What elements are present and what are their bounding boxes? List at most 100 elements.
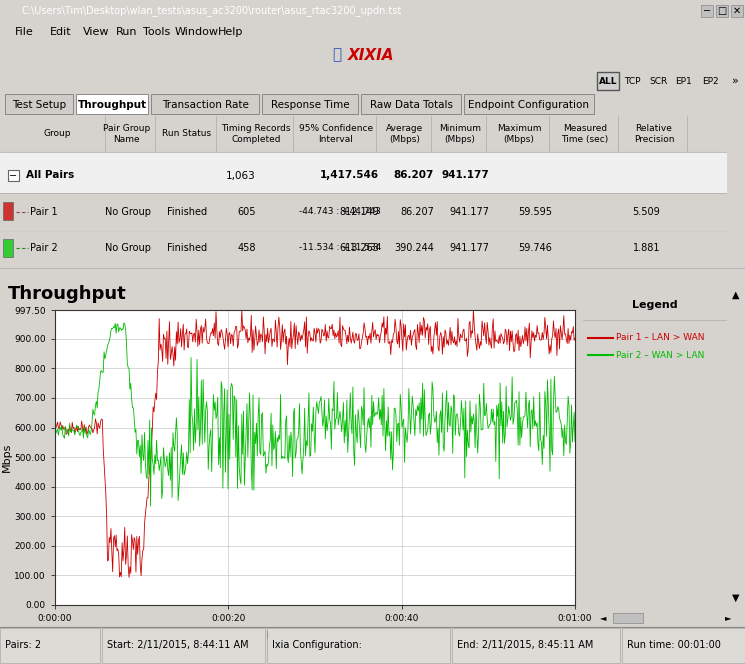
Bar	[0, 628, 100, 663]
Text: No Group: No Group	[105, 207, 151, 217]
Text: Timing Records
Completed: Timing Records Completed	[221, 124, 291, 143]
Pair 2 – WAN > LAN	[51, 432, 60, 440]
Bar	[464, 94, 594, 114]
Text: Measured
Time (sec): Measured Time (sec)	[562, 124, 609, 143]
Y-axis label: Mbps: Mbps	[1, 443, 12, 472]
Pair 2 – WAN > LAN	[140, 429, 149, 437]
Text: 812.149: 812.149	[339, 207, 379, 217]
Text: 86.207: 86.207	[393, 171, 434, 181]
Text: ▼: ▼	[732, 593, 740, 603]
Line: Pair 2 – WAN > LAN: Pair 2 – WAN > LAN	[55, 323, 575, 506]
Text: Pair 2 – WAN > LAN: Pair 2 – WAN > LAN	[616, 351, 704, 359]
Pair 1 – LAN > WAN	[437, 329, 446, 337]
Bar	[267, 628, 450, 663]
Text: SCR: SCR	[649, 76, 667, 86]
Pair 2 – WAN > LAN	[205, 443, 214, 451]
Pair 1 – LAN > WAN	[534, 329, 543, 337]
Text: Help: Help	[218, 27, 244, 37]
Text: Relative
Precision: Relative Precision	[634, 124, 674, 143]
Text: □: □	[717, 6, 726, 16]
Text: XIXIA: XIXIA	[348, 48, 395, 62]
Text: 1.881: 1.881	[633, 243, 660, 253]
Text: »: »	[732, 76, 738, 86]
Bar	[3, 202, 13, 220]
Text: 59.595: 59.595	[518, 207, 552, 217]
Text: TCP: TCP	[624, 76, 640, 86]
Text: Group: Group	[44, 129, 72, 139]
Text: ALL: ALL	[599, 76, 618, 86]
Text: Pair 1 – LAN > WAN: Pair 1 – LAN > WAN	[616, 333, 705, 343]
Pair 1 – LAN > WAN	[571, 334, 580, 342]
X-axis label: Elapsed time (h:mm:ss): Elapsed time (h:mm:ss)	[249, 629, 381, 639]
Text: 613.263: 613.263	[339, 243, 379, 253]
Text: −: −	[703, 6, 711, 16]
Bar	[597, 72, 619, 90]
Text: 1,417.546: 1,417.546	[320, 171, 379, 181]
Pair 2 – WAN > LAN	[489, 405, 498, 413]
Text: Pair 2: Pair 2	[30, 243, 58, 253]
Text: 95% Confidence
Interval: 95% Confidence Interval	[299, 124, 373, 143]
Text: EP2: EP2	[702, 76, 718, 86]
Bar	[452, 628, 620, 663]
Bar	[102, 628, 265, 663]
Text: Throughput: Throughput	[8, 285, 127, 303]
Pair 2 – WAN > LAN	[571, 438, 580, 446]
Text: Pairs: 2: Pairs: 2	[5, 640, 41, 650]
Text: 1,063: 1,063	[226, 171, 256, 181]
Bar	[3, 239, 13, 257]
Pair 1 – LAN > WAN	[51, 422, 60, 430]
Pair 2 – WAN > LAN	[146, 502, 155, 510]
Text: ◄: ◄	[600, 614, 606, 623]
Text: Run time: 00:01:00: Run time: 00:01:00	[627, 640, 721, 650]
Bar	[622, 628, 745, 663]
Text: 941.177: 941.177	[441, 171, 489, 181]
Text: 5.509: 5.509	[633, 207, 660, 217]
Text: Run Status: Run Status	[162, 129, 212, 139]
Text: ►: ►	[725, 614, 732, 623]
Text: End: 2/11/2015, 8:45:11 AM: End: 2/11/2015, 8:45:11 AM	[457, 640, 593, 650]
Text: ▲: ▲	[732, 290, 740, 300]
Text: C:\Users\Tim\Desktop\wlan_tests\asus_ac3200\router\asus_rtac3200_updn.tst: C:\Users\Tim\Desktop\wlan_tests\asus_ac3…	[22, 5, 402, 17]
Text: Run: Run	[116, 27, 138, 37]
Text: Window: Window	[175, 27, 219, 37]
Pair 1 – LAN > WAN	[204, 340, 213, 348]
Pair 2 – WAN > LAN	[559, 452, 568, 459]
Text: 458: 458	[238, 243, 256, 253]
Pair 1 – LAN > WAN	[124, 574, 133, 582]
Text: Maximum
(Mbps): Maximum (Mbps)	[497, 124, 542, 143]
Text: Finished: Finished	[167, 243, 207, 253]
Bar	[262, 94, 358, 114]
Text: Pair 1: Pair 1	[30, 207, 57, 217]
Pair 1 – LAN > WAN	[140, 520, 149, 528]
Text: Start: 2/11/2015, 8:44:11 AM: Start: 2/11/2015, 8:44:11 AM	[107, 640, 249, 650]
Pair 1 – LAN > WAN	[559, 311, 568, 319]
Text: Pair Group
Name: Pair Group Name	[103, 124, 150, 143]
Bar	[76, 94, 148, 114]
Text: Test Setup: Test Setup	[12, 100, 66, 110]
Text: -44.743 : +44.743: -44.743 : +44.743	[299, 207, 381, 216]
Bar	[5, 94, 73, 114]
Bar	[613, 613, 643, 623]
Text: Tools: Tools	[143, 27, 171, 37]
Text: Average
(Mbps): Average (Mbps)	[387, 124, 424, 143]
Text: Transaction Rate: Transaction Rate	[162, 100, 248, 110]
Line: Pair 1 – LAN > WAN: Pair 1 – LAN > WAN	[55, 310, 575, 578]
Text: Minimum
(Mbps): Minimum (Mbps)	[439, 124, 481, 143]
Text: 86.207: 86.207	[400, 207, 434, 217]
Text: −: −	[10, 171, 18, 181]
Text: 390.244: 390.244	[394, 243, 434, 253]
Text: Finished: Finished	[167, 207, 207, 217]
Text: EP1: EP1	[676, 76, 692, 86]
Text: View: View	[83, 27, 110, 37]
Text: Raw Data Totals: Raw Data Totals	[370, 100, 452, 110]
Text: No Group: No Group	[105, 243, 151, 253]
Bar	[0, 152, 727, 193]
Text: Response Time: Response Time	[270, 100, 349, 110]
Text: ✕: ✕	[733, 6, 741, 16]
Text: 941.177: 941.177	[449, 243, 489, 253]
Bar	[361, 94, 461, 114]
Bar	[151, 94, 259, 114]
Text: Edit: Edit	[50, 27, 72, 37]
Text: All Pairs: All Pairs	[26, 171, 74, 181]
Text: File: File	[15, 27, 34, 37]
